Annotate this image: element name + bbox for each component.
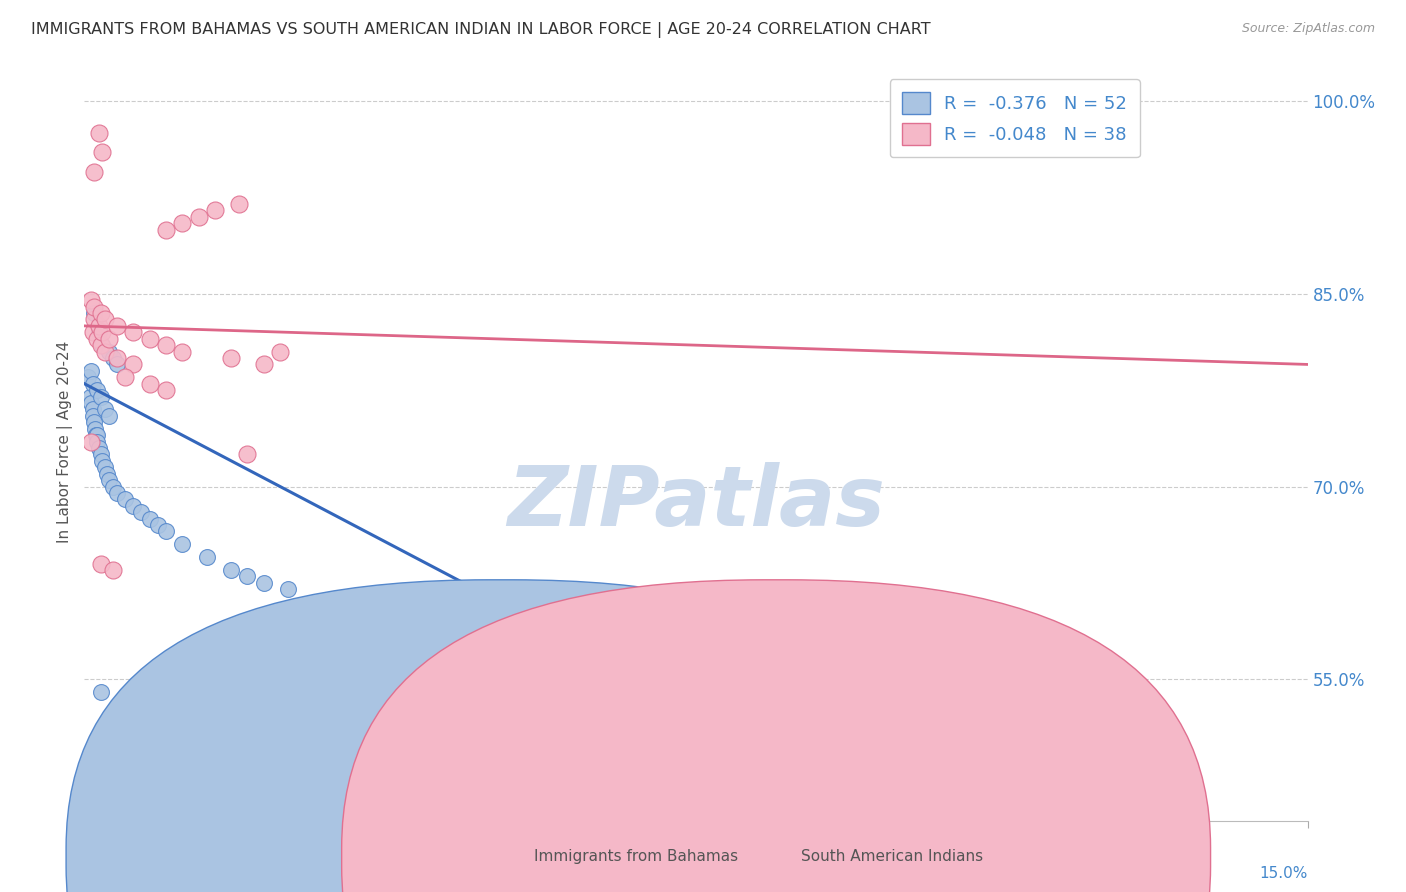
Point bbox=[90, 447, 112, 461]
Point bbox=[97, 473, 120, 487]
Point bbox=[87, 441, 110, 455]
Point bbox=[101, 563, 124, 577]
Legend: R =  -0.376   N = 52, R =  -0.048   N = 38: R = -0.376 N = 52, R = -0.048 N = 38 bbox=[890, 79, 1139, 157]
Point bbox=[86, 434, 108, 449]
Point bbox=[101, 479, 124, 493]
Point bbox=[90, 557, 112, 571]
Point bbox=[359, 621, 381, 635]
Point bbox=[79, 390, 101, 404]
Point bbox=[83, 415, 105, 429]
Point bbox=[155, 338, 177, 352]
Point bbox=[155, 524, 177, 539]
Point bbox=[187, 210, 209, 224]
Point bbox=[105, 358, 128, 372]
Point bbox=[105, 318, 128, 333]
Point bbox=[318, 615, 340, 629]
Point bbox=[172, 537, 194, 551]
Point bbox=[83, 164, 105, 178]
Point bbox=[195, 647, 218, 661]
Point bbox=[87, 126, 110, 140]
Text: South American Indians: South American Indians bbox=[801, 849, 984, 863]
Point bbox=[146, 518, 169, 533]
Point bbox=[685, 723, 707, 738]
Text: Immigrants from Bahamas: Immigrants from Bahamas bbox=[534, 849, 738, 863]
Point bbox=[86, 332, 108, 346]
Point bbox=[172, 216, 194, 230]
Point bbox=[138, 511, 160, 525]
Point bbox=[269, 344, 291, 359]
Point bbox=[80, 293, 103, 308]
Y-axis label: In Labor Force | Age 20-24: In Labor Force | Age 20-24 bbox=[58, 341, 73, 542]
Point bbox=[93, 402, 115, 417]
Point bbox=[82, 326, 104, 340]
Point bbox=[253, 575, 276, 590]
Point bbox=[195, 788, 218, 802]
Point bbox=[80, 364, 103, 378]
Point bbox=[90, 685, 112, 699]
Point bbox=[83, 306, 105, 320]
Point bbox=[87, 318, 110, 333]
Point bbox=[93, 312, 115, 326]
Point bbox=[219, 653, 242, 667]
Point bbox=[91, 454, 114, 468]
Point bbox=[86, 428, 108, 442]
Point bbox=[114, 698, 136, 712]
Point bbox=[93, 460, 115, 475]
Point bbox=[204, 203, 226, 218]
Text: Source: ZipAtlas.com: Source: ZipAtlas.com bbox=[1241, 22, 1375, 36]
Point bbox=[277, 582, 299, 597]
Point bbox=[228, 196, 250, 211]
Point bbox=[84, 422, 107, 436]
Point bbox=[84, 428, 107, 442]
Point bbox=[138, 332, 160, 346]
Point bbox=[301, 627, 323, 641]
Point bbox=[155, 222, 177, 236]
Point bbox=[82, 376, 104, 391]
Point bbox=[219, 563, 242, 577]
Text: ZIPatlas: ZIPatlas bbox=[508, 462, 884, 542]
Point bbox=[90, 306, 112, 320]
Point bbox=[138, 376, 160, 391]
Point bbox=[105, 351, 128, 365]
Point bbox=[82, 409, 104, 423]
Text: IMMIGRANTS FROM BAHAMAS VS SOUTH AMERICAN INDIAN IN LABOR FORCE | AGE 20-24 CORR: IMMIGRANTS FROM BAHAMAS VS SOUTH AMERICA… bbox=[31, 22, 931, 38]
Point bbox=[122, 326, 145, 340]
Point bbox=[83, 300, 105, 314]
Point bbox=[97, 344, 120, 359]
Point bbox=[77, 370, 100, 384]
Point bbox=[83, 312, 105, 326]
Point bbox=[522, 705, 544, 719]
Point bbox=[122, 358, 145, 372]
Point bbox=[93, 344, 115, 359]
Text: 0.0%: 0.0% bbox=[84, 865, 124, 880]
Point bbox=[122, 499, 145, 513]
Text: 15.0%: 15.0% bbox=[1260, 865, 1308, 880]
Point bbox=[86, 383, 108, 397]
Point bbox=[236, 447, 259, 461]
Point bbox=[101, 351, 124, 365]
Point bbox=[155, 383, 177, 397]
Point bbox=[90, 338, 112, 352]
Point bbox=[970, 775, 993, 789]
Point bbox=[97, 332, 120, 346]
Point bbox=[114, 370, 136, 384]
Point bbox=[236, 569, 259, 583]
Point bbox=[253, 358, 276, 372]
Point bbox=[195, 550, 218, 565]
Point bbox=[80, 434, 103, 449]
Point bbox=[80, 396, 103, 410]
Point bbox=[82, 402, 104, 417]
Point bbox=[90, 390, 112, 404]
Point bbox=[87, 326, 110, 340]
Point bbox=[91, 145, 114, 160]
Point bbox=[105, 486, 128, 500]
Point bbox=[97, 409, 120, 423]
Point bbox=[172, 344, 194, 359]
Point bbox=[219, 351, 242, 365]
Point bbox=[91, 338, 114, 352]
Point bbox=[91, 326, 114, 340]
Point bbox=[131, 505, 153, 519]
Point bbox=[96, 467, 118, 481]
Point bbox=[114, 492, 136, 507]
